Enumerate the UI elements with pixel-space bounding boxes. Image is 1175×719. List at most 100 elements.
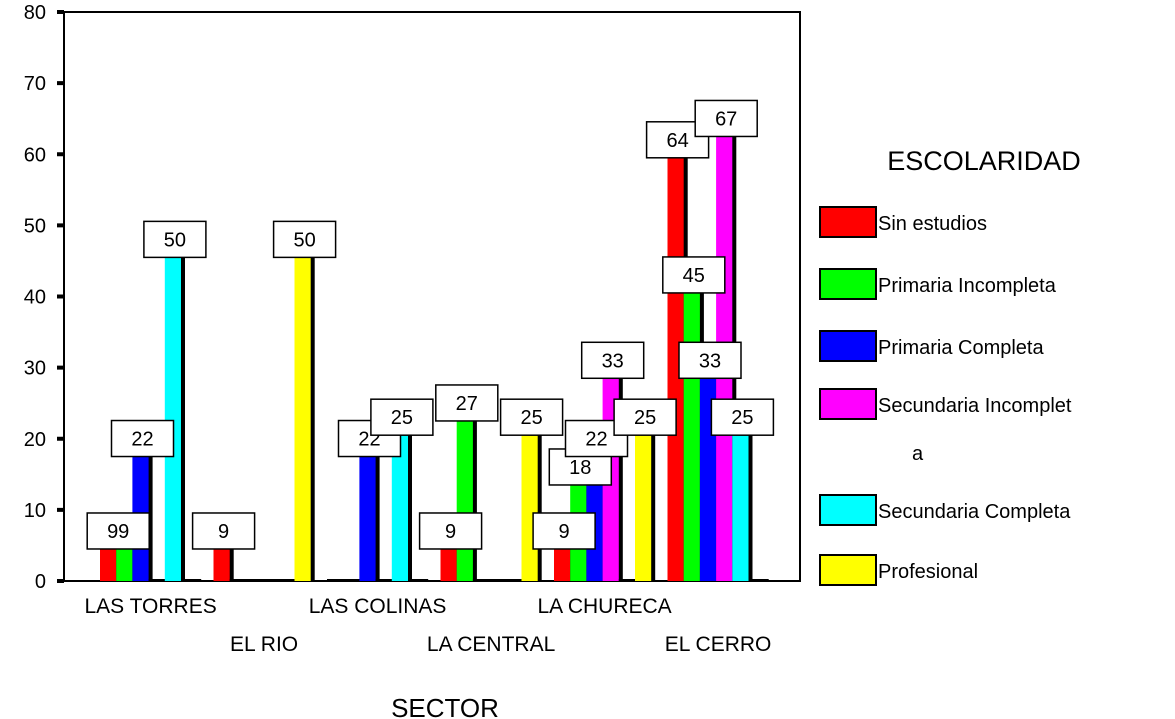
- bar: [635, 403, 652, 581]
- legend-label: Secundaria Incomplet: [878, 395, 1072, 417]
- data-label: 9: [559, 521, 570, 543]
- y-tick-mark: [57, 294, 64, 299]
- data-label-box: [532, 512, 596, 550]
- bar: [262, 579, 283, 581]
- bar: [327, 579, 348, 581]
- y-tick-mark: [57, 81, 64, 86]
- bar: [245, 579, 267, 581]
- bar: [505, 579, 526, 581]
- bar: [667, 125, 684, 582]
- data-label-box: [272, 220, 337, 259]
- bar: [229, 579, 250, 581]
- data-label: 25: [731, 407, 753, 429]
- bar: [699, 346, 717, 581]
- y-tick-label: 30: [24, 358, 46, 380]
- x-category-label: LAS TORRES: [84, 595, 216, 618]
- legend: ESCOLARIDAD Sin estudios Primaria Incompl…: [819, 146, 1081, 586]
- legend-label: Primaria Completa: [878, 337, 1044, 359]
- legend-swatch: [819, 268, 877, 300]
- data-label: 50: [293, 229, 315, 251]
- data-label-box: [580, 341, 645, 380]
- data-label: 9: [218, 521, 229, 543]
- bar: [294, 225, 311, 581]
- data-label-box: [613, 398, 677, 436]
- x-category-label: EL CERRO: [665, 633, 772, 656]
- legend-label: Primaria Incompleta: [878, 275, 1057, 297]
- bar: [732, 403, 749, 581]
- legend-swatch: [819, 206, 877, 238]
- x-axis-title: SECTOR: [391, 693, 499, 719]
- data-label: 99: [107, 521, 129, 543]
- data-label: 9: [445, 521, 456, 543]
- legend-label: Secundaria Completa: [878, 501, 1071, 523]
- data-label-box: [418, 512, 483, 550]
- legend-title: ESCOLARIDAD: [887, 146, 1081, 176]
- data-label: 27: [456, 393, 478, 415]
- data-label-box: [86, 512, 150, 550]
- bar: [278, 579, 299, 581]
- y-tick-label: 50: [24, 215, 46, 237]
- data-label: 25: [520, 407, 542, 429]
- bar: [375, 579, 396, 581]
- data-label: 22: [131, 429, 153, 451]
- legend-label: a: [912, 443, 924, 465]
- bar: [164, 225, 181, 581]
- data-label: 18: [569, 457, 591, 479]
- legend-label: Sin estudios: [878, 213, 987, 235]
- x-category-label: LA CHURECA: [537, 595, 671, 618]
- data-label: 64: [666, 130, 688, 152]
- data-label-box: [110, 419, 175, 458]
- data-label: 33: [699, 350, 721, 372]
- data-label-box: [499, 398, 564, 436]
- bar: [359, 424, 376, 581]
- y-tick-label: 10: [24, 500, 46, 522]
- y-tick-mark: [57, 436, 64, 441]
- x-category-label: LAS COLINAS: [309, 595, 447, 618]
- bar: [148, 579, 169, 581]
- bar: [343, 579, 364, 581]
- y-axis: 0 10 20 30 40 50 60 70 80: [24, 2, 64, 593]
- y-tick-mark: [57, 365, 64, 370]
- data-label-box: [191, 512, 256, 550]
- bar: [489, 579, 510, 581]
- x-axis: LAS TORRES EL RIO LAS COLINAS LA CENTRAL LA …: [84, 595, 771, 656]
- x-category-label: EL RIO: [230, 633, 298, 656]
- legend-swatch: [819, 494, 877, 526]
- y-tick-label: 40: [24, 287, 46, 309]
- legend-label: Profesional: [878, 561, 978, 583]
- legend-swatch: [819, 388, 877, 420]
- data-label: 25: [391, 407, 413, 429]
- data-label-box: [435, 384, 499, 422]
- legend-swatch: [819, 554, 877, 586]
- y-tick-mark: [57, 223, 64, 228]
- data-label-box: [694, 99, 758, 138]
- y-tick-mark: [57, 507, 64, 512]
- data-label-box: [143, 220, 207, 259]
- y-tick-mark: [57, 152, 64, 157]
- y-tick-label: 0: [35, 571, 46, 593]
- data-label: 25: [634, 407, 656, 429]
- y-tick-mark: [57, 10, 64, 14]
- bars: [99, 102, 769, 582]
- data-label-box: [662, 256, 726, 294]
- data-label: 33: [602, 350, 624, 372]
- bar: [472, 579, 494, 581]
- data-label: 22: [585, 429, 607, 451]
- bar: [683, 260, 700, 581]
- bar: [408, 579, 429, 581]
- y-tick-label: 20: [24, 429, 46, 451]
- bar: [181, 579, 202, 581]
- x-category-label: LA CENTRAL: [427, 633, 555, 656]
- data-label-box: [710, 398, 775, 436]
- legend-swatch: [819, 330, 877, 362]
- y-tick-label: 60: [24, 144, 46, 166]
- data-label-box: [678, 341, 742, 380]
- data-label: 67: [715, 108, 737, 130]
- y-tick-label: 70: [24, 73, 46, 95]
- bar: [618, 579, 639, 581]
- y-tick-label: 80: [24, 2, 46, 24]
- data-label: 45: [683, 265, 705, 287]
- bar: [748, 579, 769, 581]
